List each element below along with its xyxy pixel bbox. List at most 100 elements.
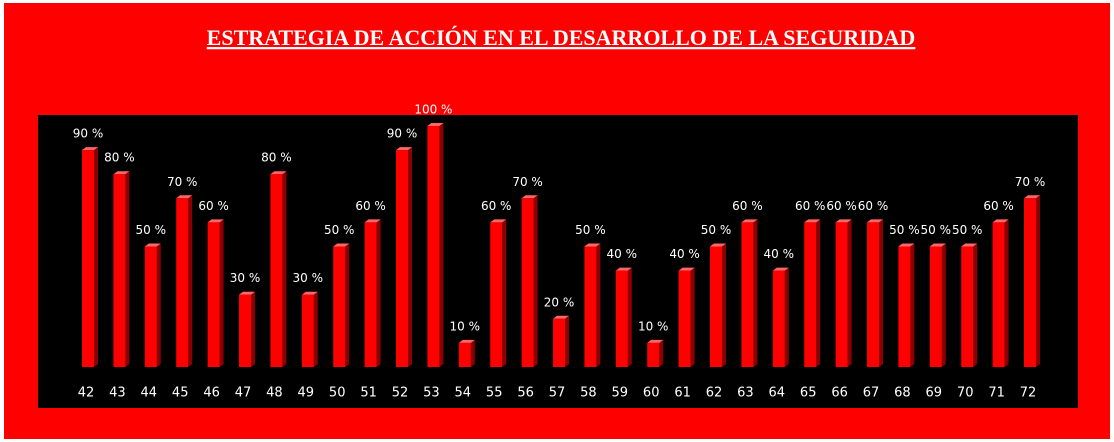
x-tick-label: 66 [831,386,848,401]
bar [804,222,817,367]
bar [427,126,440,367]
bar-side [345,243,350,367]
value-label: 50 % [889,223,920,237]
bar-side [1036,195,1040,367]
value-label: 100 % [414,103,452,117]
bar-top [961,243,978,247]
x-tick-label: 59 [612,386,629,401]
bar-top [176,195,193,199]
x-tick-label: 49 [298,386,315,401]
value-label: 30 % [293,271,324,285]
bar-side [722,243,726,367]
value-label: 10 % [450,319,481,333]
bar [396,150,408,367]
x-tick-label: 72 [1020,386,1037,401]
bar-side [502,219,507,367]
bar-top [521,195,538,199]
x-tick-label: 60 [643,386,660,401]
bar-side [219,219,224,367]
bar [867,222,879,367]
bar-top [239,291,255,295]
value-label: 60 % [355,199,386,213]
bar-side [408,147,412,367]
bar-side [784,267,789,367]
bar-side [533,195,538,367]
bar-top [710,243,726,247]
x-tick-label: 63 [737,386,754,401]
x-tick-label: 42 [78,386,95,401]
bar-top [615,267,632,271]
bar [521,198,534,367]
bar-top [364,219,381,223]
bar [678,270,691,367]
x-tick-label: 70 [957,386,974,401]
bar [270,174,283,367]
value-label: 40 % [764,247,795,261]
bar-side [188,195,193,367]
bar [239,294,251,367]
value-label: 60 % [481,199,512,213]
bar-side [282,171,287,367]
bar [553,318,565,367]
bar [82,150,94,367]
x-tick-label: 69 [926,386,943,401]
bar-side [156,243,161,367]
x-tick-label: 68 [894,386,911,401]
bar-top [82,147,98,151]
bar [992,222,1005,367]
bar-top [458,339,475,343]
bar [176,198,189,367]
bar [333,246,346,367]
bar-top [427,123,444,126]
bar [647,342,660,367]
bar [364,222,377,367]
value-label: 60 % [732,199,763,213]
bar [490,222,503,367]
bar-top [741,219,758,223]
x-tick-label: 55 [486,386,503,401]
bar [929,246,942,367]
value-label: 70 % [512,175,543,189]
value-label: 50 % [575,223,606,237]
bar-top [929,243,946,247]
bar-top [647,339,664,343]
value-label: 50 % [701,223,732,237]
bar-side [470,339,475,367]
bar [772,270,785,367]
x-tick-label: 58 [580,386,597,401]
x-tick-label: 53 [423,386,440,401]
bar [113,174,126,367]
bar-top [992,219,1009,223]
bar [615,270,628,367]
x-tick-label: 51 [360,386,377,401]
x-tick-label: 56 [517,386,534,401]
x-tick-label: 43 [109,386,126,401]
x-tick-label: 52 [392,386,409,401]
bar [835,222,848,367]
bar-top [772,267,789,271]
bar-top [490,219,507,223]
value-label: 60 % [795,199,826,213]
bar-top [867,219,883,223]
bar-top [835,219,852,223]
bar-side [565,315,569,367]
x-tick-label: 44 [141,386,158,401]
bar [584,246,597,367]
bar-top [584,243,601,247]
bar-top [333,243,350,247]
bar [1024,198,1036,367]
x-tick-label: 54 [455,386,472,401]
chart-title: ESTRATEGIA DE ACCIÓN EN EL DESARROLLO DE… [207,25,916,50]
bar-top [113,171,130,175]
x-tick-label: 64 [769,386,786,401]
x-tick-label: 46 [203,386,220,401]
bar [961,246,974,367]
bar-side [94,147,98,367]
bar [207,222,220,367]
bar-top [1024,195,1040,199]
value-label: 30 % [230,271,261,285]
bar-side [879,219,883,367]
value-label: 20 % [544,295,575,309]
value-label: 60 % [858,199,889,213]
x-tick-label: 61 [674,386,691,401]
